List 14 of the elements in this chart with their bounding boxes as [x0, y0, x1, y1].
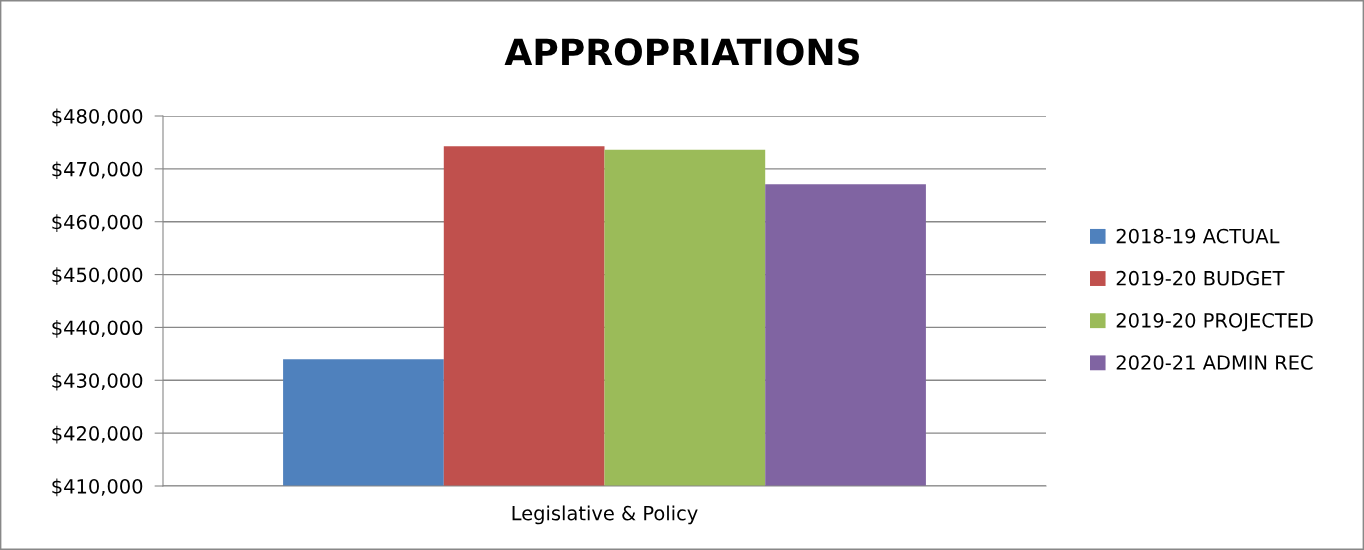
legend-label: 2018-19 ACTUAL: [1116, 228, 1280, 244]
legend-label: 2020-21 ADMIN REC: [1116, 355, 1313, 370]
y-tick-label: $420,000: [52, 425, 143, 444]
y-tick-label: $470,000: [52, 161, 143, 180]
legend-label: 2019-20 PROJECTED: [1116, 313, 1313, 332]
chart-title: APPROPRIATIONS: [504, 38, 859, 66]
legend-label: 2019-20 BUDGET: [1116, 270, 1285, 286]
y-tick-label: $460,000: [52, 214, 143, 232]
y-tick-label: $430,000: [52, 372, 143, 391]
y-tick-label: $410,000: [52, 478, 143, 497]
y-tick-label: $450,000: [52, 267, 143, 285]
y-tick-label: $440,000: [52, 320, 143, 338]
x-tick-label: Legislative & Policy: [512, 505, 698, 525]
y-tick-label: $480,000: [52, 108, 143, 127]
